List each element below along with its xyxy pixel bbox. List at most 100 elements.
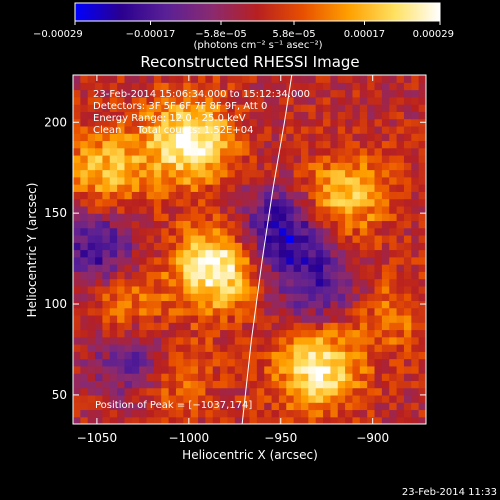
heatmap-cell (293, 242, 302, 251)
heatmap-cell (146, 271, 155, 280)
heatmap-cell (80, 329, 89, 338)
heatmap-cell (124, 234, 133, 243)
heatmap-cell (249, 176, 258, 185)
heatmap-cell (220, 82, 229, 91)
heatmap-cell (337, 198, 346, 207)
heatmap-cell (359, 358, 368, 367)
heatmap-cell (102, 89, 111, 98)
heatmap-cell (220, 365, 229, 374)
heatmap-cell (381, 89, 390, 98)
heatmap-cell (109, 329, 118, 338)
heatmap-cell (271, 162, 280, 171)
heatmap-cell (367, 373, 376, 381)
heatmap-cell (73, 409, 81, 418)
heatmap-cell (124, 394, 133, 403)
heatmap-cell (102, 75, 111, 83)
heatmap-cell (308, 191, 317, 200)
heatmap-cell (403, 213, 412, 222)
heatmap-cell (95, 402, 104, 411)
heatmap-cell (146, 213, 155, 222)
heatmap-cell (352, 394, 361, 403)
annotation-counts: Clean Total counts: 1.52E+04 (93, 125, 253, 136)
heatmap-cell (124, 336, 133, 345)
heatmap-cell (95, 285, 104, 294)
heatmap-cell (117, 336, 126, 345)
heatmap-cell (249, 89, 258, 98)
heatmap-cell (330, 329, 339, 338)
heatmap-cell (293, 104, 302, 112)
heatmap-cell (359, 75, 368, 83)
heatmap-cell (330, 285, 339, 294)
heatmap-cell (352, 147, 361, 156)
heatmap-cell (183, 271, 192, 280)
heatmap-cell (359, 220, 368, 229)
heatmap-cell (345, 111, 354, 120)
heatmap-cell (227, 198, 236, 207)
heatmap-cell (242, 198, 251, 207)
heatmap-cell (264, 300, 273, 309)
heatmap-cell (330, 220, 339, 229)
heatmap-cell (337, 82, 346, 91)
heatmap-cell (352, 387, 361, 396)
heatmap-cell (323, 329, 331, 338)
heatmap-cell (411, 278, 420, 287)
heatmap-cell (175, 416, 184, 424)
heatmap-cell (168, 111, 177, 120)
heatmap-cell (212, 416, 221, 424)
heatmap-cell (87, 256, 96, 265)
heatmap-cell (396, 140, 405, 149)
heatmap-cell (131, 278, 140, 287)
heatmap-cell (374, 118, 383, 127)
heatmap-cell (234, 104, 243, 112)
heatmap-cell (374, 125, 383, 134)
heatmap-cell (278, 314, 287, 323)
heatmap-cell (153, 234, 162, 243)
heatmap-cell (161, 278, 170, 287)
heatmap-cell (264, 176, 273, 185)
heatmap-cell (256, 402, 265, 411)
heatmap-cell (374, 264, 383, 272)
heatmap-cell (220, 358, 229, 367)
heatmap-cell (300, 205, 309, 214)
heatmap-cell (345, 394, 354, 403)
heatmap-cell (131, 256, 140, 265)
heatmap-cell (403, 256, 412, 265)
heatmap-cell (330, 249, 339, 258)
heatmap-cell (359, 125, 368, 134)
heatmap-cell (212, 285, 221, 294)
heatmap-cell (87, 198, 96, 207)
heatmap-cell (308, 176, 317, 185)
heatmap-cell (315, 147, 324, 156)
heatmap-cell (293, 96, 302, 105)
heatmap-cell (330, 264, 339, 272)
heatmap-cell (418, 293, 426, 301)
heatmap-cell (308, 307, 317, 316)
heatmap-cell (220, 75, 229, 83)
heatmap-cell (396, 409, 405, 418)
heatmap-cell (168, 271, 177, 280)
heatmap-cell (389, 75, 398, 83)
heatmap-cell (330, 184, 339, 192)
heatmap-cell (87, 234, 96, 243)
heatmap-cell (249, 140, 258, 149)
heatmap-cell (249, 314, 258, 323)
heatmap-cell (278, 162, 287, 171)
heatmap-cell (190, 285, 199, 294)
heatmap-cell (396, 322, 405, 331)
heatmap-cell (256, 278, 265, 287)
heatmap-cell (359, 336, 368, 345)
heatmap-cell (212, 184, 221, 192)
heatmap-cell (396, 329, 405, 338)
heatmap-cell (396, 336, 405, 345)
heatmap-cell (286, 154, 295, 163)
heatmap-cell (124, 285, 133, 294)
heatmap-cell (411, 140, 420, 149)
heatmap-cell (220, 285, 229, 294)
heatmap-cell (161, 307, 170, 316)
heatmap-cell (198, 264, 206, 272)
heatmap-cell (323, 220, 331, 229)
heatmap-cell (352, 234, 361, 243)
heatmap-cell (389, 140, 398, 149)
heatmap-cell (168, 380, 177, 389)
heatmap-cell (109, 402, 118, 411)
